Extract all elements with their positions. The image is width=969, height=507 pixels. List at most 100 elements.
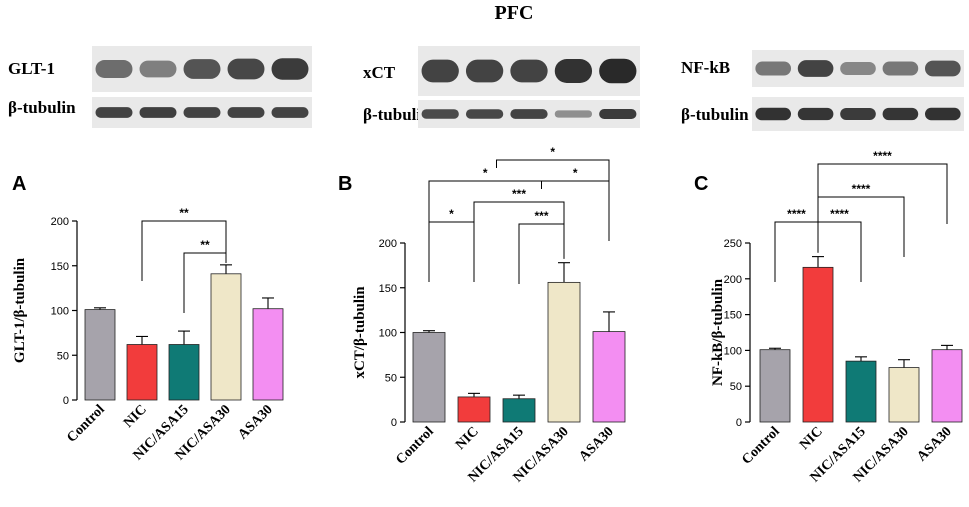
- blot-band: [183, 107, 221, 118]
- bracket-line: [183, 252, 227, 313]
- blot-band: [924, 60, 961, 77]
- blot-target-label: NF-kB: [681, 58, 730, 77]
- bar: [931, 349, 963, 423]
- blot-loading-label: β-tubulin: [363, 105, 431, 124]
- blot-band: [95, 60, 133, 78]
- blot-band: [465, 109, 504, 119]
- bar: [412, 332, 446, 423]
- significance-bracket: *: [541, 166, 610, 241]
- y-tick-label: 200: [51, 216, 69, 228]
- significance-bracket: **: [183, 238, 227, 313]
- figure-title: PFC: [495, 2, 534, 24]
- blot-band: [924, 107, 961, 121]
- bar-charts: A GLT-1/β-tubulin 0 50 100 150 200 Control NIC NI…: [12, 145, 963, 485]
- y-tick-label: 100: [724, 345, 742, 357]
- blot-band: [227, 58, 265, 80]
- bracket-line: [473, 201, 565, 262]
- bracket-line: [428, 221, 475, 282]
- significance-label: ****: [787, 207, 806, 221]
- panel-letter: A: [12, 173, 26, 195]
- chart-panel-C: C NF-kB/β-tubulin 0 50 100 150 200 250 Control NI…: [694, 149, 963, 485]
- blot-target-label: xCT: [363, 63, 396, 82]
- y-axis-label: GLT-1/β-tubulin: [12, 257, 28, 363]
- significance-label: ***: [534, 209, 548, 223]
- bracket-line: [541, 180, 610, 241]
- bracket-line: [496, 159, 610, 220]
- bar: [845, 360, 877, 423]
- panel-letter: C: [694, 173, 708, 195]
- bar: [547, 281, 581, 423]
- y-axis-label: xCT/β-tubulin: [352, 286, 368, 379]
- blot-band: [797, 60, 834, 77]
- bar: [592, 331, 626, 423]
- x-category-label: NIC: [121, 402, 150, 431]
- bar: [210, 273, 242, 401]
- bar: [457, 396, 491, 423]
- significance-label: *: [483, 166, 488, 180]
- blot-band: [755, 61, 792, 76]
- blot-band: [554, 59, 593, 83]
- blot-band: [840, 107, 876, 121]
- significance-label: **: [200, 238, 210, 252]
- significance-label: ****: [852, 182, 871, 196]
- bar: [502, 398, 536, 423]
- significance-label: ****: [830, 207, 849, 221]
- bar: [252, 308, 284, 401]
- y-tick-label: 100: [51, 306, 69, 318]
- y-tick-label: 0: [63, 395, 69, 407]
- bar: [888, 367, 920, 423]
- y-tick-label: 0: [736, 417, 742, 429]
- y-tick-label: 50: [57, 350, 69, 362]
- blot-band: [465, 59, 504, 83]
- significance-label: **: [179, 206, 189, 220]
- significance-bracket: ****: [817, 182, 905, 257]
- blot-band: [840, 61, 876, 76]
- bracket-line: [817, 163, 948, 224]
- bar: [759, 349, 791, 423]
- blot-band: [183, 59, 221, 79]
- blot-band: [599, 109, 637, 119]
- significance-label: ***: [512, 187, 526, 201]
- blot-band: [599, 58, 637, 84]
- significance-label: *: [550, 145, 555, 159]
- significance-bracket: ****: [817, 149, 948, 224]
- bracket-line: [518, 223, 565, 284]
- x-category-label: Control: [739, 424, 783, 468]
- blot-loading-label: β-tubulin: [8, 98, 76, 117]
- blot-band: [271, 107, 309, 118]
- bar: [84, 309, 116, 401]
- y-tick-label: 150: [51, 261, 69, 273]
- y-tick-label: 50: [385, 372, 397, 384]
- y-tick-label: 50: [730, 381, 742, 393]
- x-category-label: NIC: [453, 424, 482, 453]
- blot-band: [421, 59, 459, 83]
- blot-loading-label: β-tubulin: [681, 105, 749, 124]
- x-category-label: ASA30: [236, 402, 276, 442]
- blot-target-label: GLT-1: [8, 59, 55, 78]
- significance-bracket: ***: [518, 209, 565, 284]
- significance-bracket: *: [428, 207, 475, 282]
- blot-band: [882, 61, 919, 76]
- significance-bracket: *: [496, 145, 610, 220]
- significance-label: *: [449, 207, 454, 221]
- significance-bracket: *: [428, 166, 542, 241]
- western-blots: GLT-1 β-tubulin xCT β-tubulin NF-kB β-tubulin: [8, 46, 964, 131]
- x-category-label: Control: [393, 424, 437, 468]
- y-tick-label: 150: [724, 310, 742, 322]
- significance-label: *: [573, 166, 578, 180]
- y-tick-label: 100: [379, 328, 397, 340]
- blot-band: [271, 58, 309, 80]
- bar: [168, 344, 200, 401]
- x-category-label: NIC: [797, 424, 826, 453]
- blot-band: [227, 107, 265, 118]
- blot-panel: xCT β-tubulin: [363, 46, 640, 128]
- blot-band: [755, 107, 792, 121]
- y-tick-label: 0: [391, 417, 397, 429]
- blot-panel: GLT-1 β-tubulin: [8, 46, 312, 128]
- blot-band: [554, 110, 593, 118]
- y-axis-label: NF-kB/β-tubulin: [710, 278, 726, 386]
- blot-band: [510, 109, 548, 119]
- bar: [126, 344, 158, 401]
